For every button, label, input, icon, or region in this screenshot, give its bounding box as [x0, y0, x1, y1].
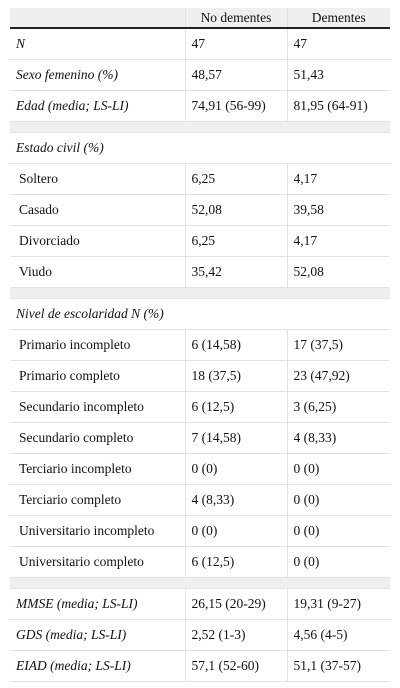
- section-title-estado-civil: Estado civil (%): [10, 132, 390, 164]
- row-label: Universitario incompleto: [10, 515, 185, 547]
- cell-dementes: 4 (8,33): [286, 422, 390, 454]
- cell-dementes: 19,31 (9-27): [286, 588, 390, 620]
- cell-no-dementes: 6 (14,58): [184, 329, 287, 361]
- header-no-dementes: No dementes: [184, 8, 287, 29]
- header-row: No dementes Dementes: [10, 8, 390, 29]
- cell-dementes: 51,1 (37-57): [286, 650, 390, 682]
- cell-dementes: 23 (47,92): [286, 360, 390, 392]
- cell-no-dementes: 26,15 (20-29): [184, 588, 287, 620]
- table-row: Terciario completo 4 (8,33) 0 (0): [10, 484, 390, 516]
- cell-dementes: 0 (0): [286, 515, 390, 547]
- cell-no-dementes: 2,52 (1-3): [184, 619, 287, 651]
- table-row: Terciario incompleto 0 (0) 0 (0): [10, 453, 390, 485]
- spacer-row: [10, 577, 390, 589]
- cell-dementes: 0 (0): [286, 453, 390, 485]
- cell-no-dementes: 48,57: [184, 59, 287, 91]
- header-dementes: Dementes: [286, 8, 390, 29]
- cell-dementes: 52,08: [286, 256, 390, 288]
- row-label: Universitario completo: [10, 546, 185, 578]
- cell-no-dementes: 74,91 (56-99): [184, 90, 287, 122]
- section-title-escolaridad: Nivel de escolaridad N (%): [10, 298, 390, 330]
- spacer-row: [10, 121, 390, 133]
- table-row: Viudo 35,42 52,08: [10, 256, 390, 288]
- cell-no-dementes: 47: [184, 28, 287, 60]
- cell-no-dementes: 35,42: [184, 256, 287, 288]
- cell-dementes: 51,43: [286, 59, 390, 91]
- row-label: Divorciado: [10, 225, 185, 257]
- cell-no-dementes: 52,08: [184, 194, 287, 226]
- cell-no-dementes: 57,1 (52-60): [184, 650, 287, 682]
- row-label: Soltero: [10, 163, 185, 195]
- row-label: Primario completo: [10, 360, 185, 392]
- row-label: MMSE (media; LS-LI): [10, 588, 185, 620]
- row-label: Viudo: [10, 256, 185, 288]
- cell-dementes: 0 (0): [286, 546, 390, 578]
- cell-no-dementes: 4 (8,33): [184, 484, 287, 516]
- table-row: Soltero 6,25 4,17: [10, 163, 390, 195]
- row-label: Terciario incompleto: [10, 453, 185, 485]
- cell-dementes: 17 (37,5): [286, 329, 390, 361]
- row-label: Edad (media; LS-LI): [10, 90, 185, 122]
- header-blank: [10, 8, 185, 29]
- cell-no-dementes: 0 (0): [184, 453, 287, 485]
- table-row: Primario incompleto 6 (14,58) 17 (37,5): [10, 329, 390, 361]
- table-row: N 47 47: [10, 28, 390, 60]
- table-row: Edad (media; LS-LI) 74,91 (56-99) 81,95 …: [10, 90, 390, 122]
- cell-dementes: 39,58: [286, 194, 390, 226]
- cell-dementes: 4,17: [286, 225, 390, 257]
- section-header-row: Estado civil (%): [10, 132, 390, 164]
- section-header-row: Nivel de escolaridad N (%): [10, 298, 390, 330]
- cell-dementes: 47: [286, 28, 390, 60]
- cell-no-dementes: 18 (37,5): [184, 360, 287, 392]
- row-label: Sexo femenino (%): [10, 59, 185, 91]
- table-row: Sexo femenino (%) 48,57 51,43: [10, 59, 390, 91]
- row-label: Primario incompleto: [10, 329, 185, 361]
- cell-no-dementes: 0 (0): [184, 515, 287, 547]
- cell-dementes: 0 (0): [286, 484, 390, 516]
- table-row: Secundario incompleto 6 (12,5) 3 (6,25): [10, 391, 390, 423]
- cell-dementes: 4,56 (4-5): [286, 619, 390, 651]
- row-label: EIAD (media; LS-LI): [10, 650, 185, 682]
- spacer-row: [10, 287, 390, 299]
- table-row: Primario completo 18 (37,5) 23 (47,92): [10, 360, 390, 392]
- table-row: Casado 52,08 39,58: [10, 194, 390, 226]
- cell-no-dementes: 6,25: [184, 225, 287, 257]
- row-label: Casado: [10, 194, 185, 226]
- row-label: N: [10, 28, 185, 60]
- row-label: Secundario completo: [10, 422, 185, 454]
- cell-no-dementes: 6 (12,5): [184, 391, 287, 423]
- demographics-table: No dementes Dementes N 47 47 Sexo femeni…: [10, 8, 390, 682]
- table-row: Divorciado 6,25 4,17: [10, 225, 390, 257]
- cell-dementes: 3 (6,25): [286, 391, 390, 423]
- cell-no-dementes: 6 (12,5): [184, 546, 287, 578]
- table-row: Secundario completo 7 (14,58) 4 (8,33): [10, 422, 390, 454]
- cell-dementes: 4,17: [286, 163, 390, 195]
- cell-no-dementes: 6,25: [184, 163, 287, 195]
- table-row: Universitario completo 6 (12,5) 0 (0): [10, 546, 390, 578]
- cell-dementes: 81,95 (64-91): [286, 90, 390, 122]
- row-label: Terciario completo: [10, 484, 185, 516]
- row-label: GDS (media; LS-LI): [10, 619, 185, 651]
- table-row: Universitario incompleto 0 (0) 0 (0): [10, 515, 390, 547]
- row-label: Secundario incompleto: [10, 391, 185, 423]
- table-row: GDS (media; LS-LI) 2,52 (1-3) 4,56 (4-5): [10, 619, 390, 651]
- table-row: EIAD (media; LS-LI) 57,1 (52-60) 51,1 (3…: [10, 650, 390, 682]
- cell-no-dementes: 7 (14,58): [184, 422, 287, 454]
- table-row: MMSE (media; LS-LI) 26,15 (20-29) 19,31 …: [10, 588, 390, 620]
